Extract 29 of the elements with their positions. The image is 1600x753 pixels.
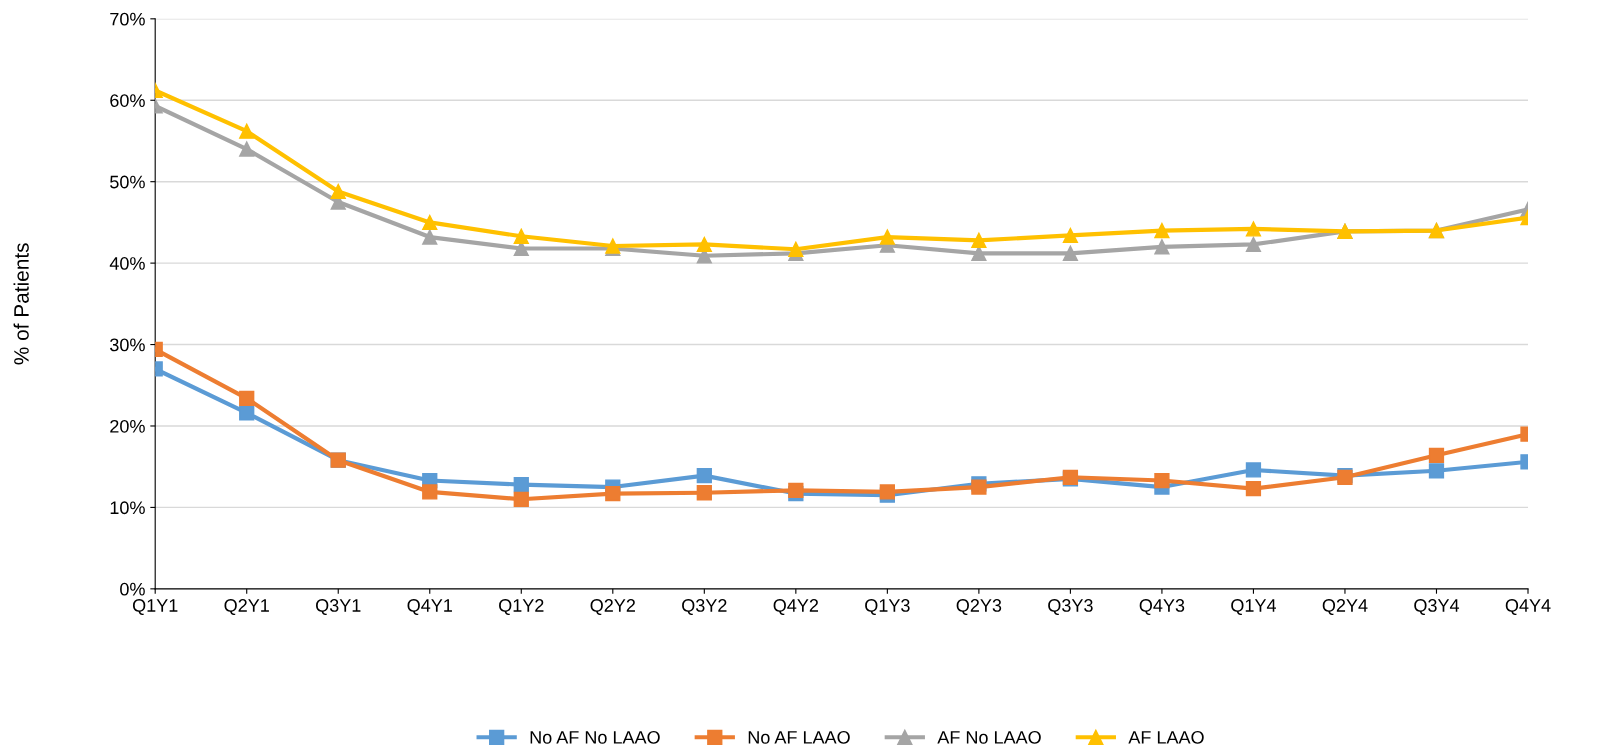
x-tick-label: Q1Y3 — [865, 599, 910, 616]
y-tick-label: 0% — [120, 582, 145, 596]
y-tick-label: 50% — [110, 175, 145, 189]
x-tick-label: Q3Y3 — [1048, 599, 1093, 616]
x-tick-label: Q3Y1 — [316, 599, 361, 616]
legend-label: AF LAAO — [1128, 730, 1204, 744]
x-tick-label: Q4Y3 — [1139, 599, 1185, 616]
legend-label: No AF No LAAO — [530, 730, 660, 744]
legend-label: AF No LAAO — [937, 730, 1041, 744]
x-tick-label: Q2Y1 — [224, 599, 269, 616]
x-tick-label: Q1Y4 — [1231, 599, 1276, 616]
y-tick-label: 70% — [110, 12, 145, 26]
legend-label: No AF LAAO — [748, 730, 850, 744]
x-tick-label: Q3Y2 — [682, 599, 727, 616]
y-tick-label: 60% — [110, 94, 145, 107]
y-tick-label: 10% — [110, 501, 145, 515]
y-axis-title: % of Patients — [13, 243, 29, 365]
y-tick-label: 20% — [110, 419, 145, 433]
x-tick-label: Q3Y4 — [1414, 599, 1460, 616]
x-tick-label: Q1Y1 — [132, 599, 178, 616]
x-tick-label: Q2Y4 — [1322, 599, 1368, 616]
x-tick-label: Q2Y2 — [590, 599, 635, 616]
y-tick-label: 40% — [109, 257, 145, 270]
x-tick-label: Q4Y2 — [773, 599, 819, 616]
x-tick-label: Q4Y4 — [1505, 599, 1551, 616]
x-tick-label: Q1Y2 — [499, 599, 544, 616]
x-tick-label: Q2Y3 — [956, 599, 1002, 616]
x-tick-label: Q4Y1 — [407, 599, 452, 616]
y-tick-label: 30% — [110, 338, 145, 352]
